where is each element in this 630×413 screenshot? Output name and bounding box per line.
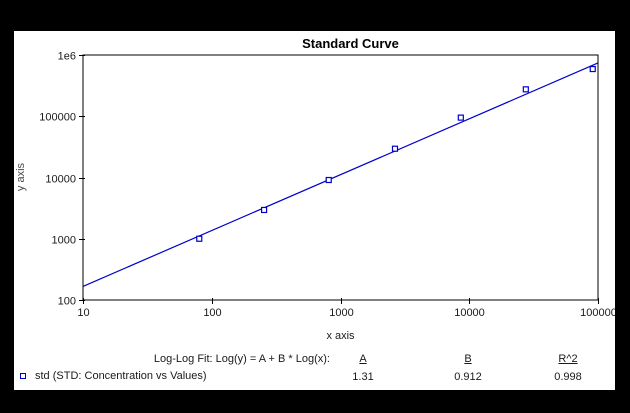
- fit-value-a: 1.31: [352, 371, 374, 383]
- data-point-marker: [391, 145, 399, 152]
- data-point-marker: [457, 114, 464, 121]
- plot-frame: [82, 54, 599, 301]
- y-tick-label: 1e6: [58, 51, 76, 63]
- data-point-marker: [522, 86, 529, 93]
- x-tick-label: 100: [203, 307, 221, 319]
- legend-series-label: std (STD: Concentration vs Values): [35, 370, 207, 382]
- data-point-marker: [589, 65, 596, 73]
- plot-area: 10 100 1000 10000 1000001001000100001000001e…: [39, 51, 615, 320]
- y-axis-label: y axis: [15, 162, 27, 192]
- chart-title: Standard Curve: [302, 36, 399, 51]
- data-point-marker: [196, 235, 203, 242]
- fit-column-header-a: A: [359, 353, 367, 365]
- x-tick-label: 1000: [329, 307, 353, 319]
- fit-value-r2: 0.998: [554, 371, 582, 383]
- plot-page: Standard Curve 10 100 1000 10000 100000 100 10…: [14, 31, 615, 390]
- x-tick-label: 10000: [454, 307, 485, 319]
- fit-column-header-r2: R^2: [558, 353, 578, 365]
- x-tick-label: 100000: [580, 307, 615, 319]
- x-tick-label: 10: [77, 307, 89, 319]
- y-tick-label: 100000: [39, 112, 76, 124]
- y-tick-label: 1000: [52, 235, 76, 247]
- fit-column-header-b: B: [464, 353, 472, 365]
- data-point-marker: [260, 206, 268, 214]
- data-point-marker: [325, 176, 332, 184]
- x-axis-label: x axis: [326, 330, 355, 342]
- fit-value-b: 0.912: [454, 371, 482, 383]
- y-tick-label: 100: [58, 296, 76, 308]
- open-square-marker-icon: [20, 373, 26, 379]
- fit-equation-label: Log-Log Fit: Log(y) = A + B * Log(x):: [153, 353, 330, 365]
- y-tick-label: 10000: [45, 174, 76, 186]
- fit-line: [82, 62, 599, 287]
